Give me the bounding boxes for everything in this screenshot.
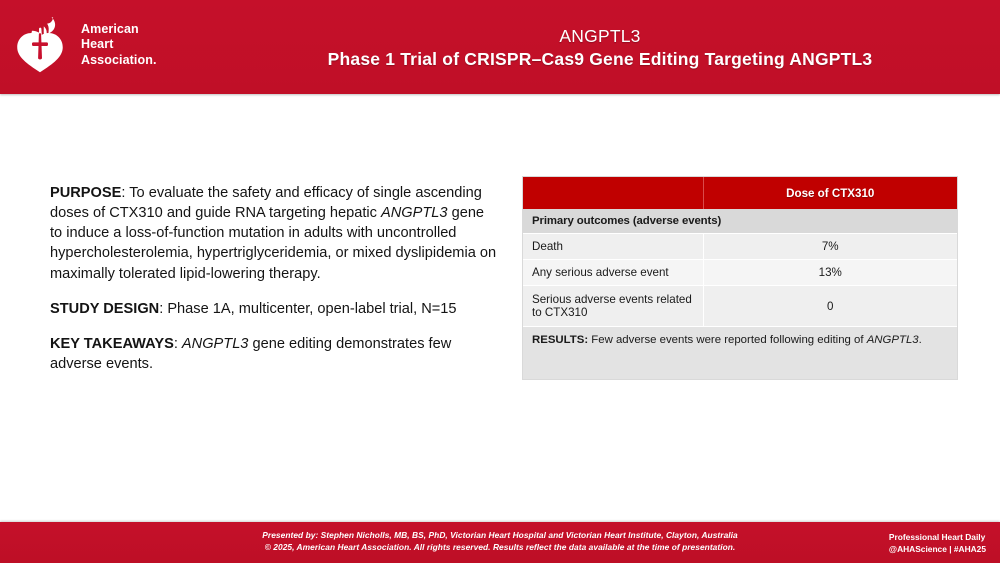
study-design-paragraph: STUDY DESIGN: Phase 1A, multicenter, ope… (50, 299, 498, 319)
results-text-b: . (918, 334, 922, 346)
table-row: Any serious adverse event 13% (523, 259, 957, 286)
row-value-serious-adverse-events-related: 0 (703, 285, 957, 327)
row-label-any-serious-adverse-event: Any serious adverse event (523, 259, 704, 286)
table-row: Serious adverse events related to CTX310… (523, 285, 957, 327)
aha-logo-line-1: American (81, 22, 139, 37)
table-header-col1 (523, 177, 704, 209)
key-takeaways-text: gene editing demonstrates few adverse ev… (50, 335, 452, 372)
table-header-row: Dose of CTX310 (523, 177, 957, 209)
footer-brand-line-1: Professional Heart Daily (888, 532, 986, 542)
purpose-text-a: To evaluate the safety and efficacy of s… (50, 185, 482, 222)
row-label-death: Death (523, 233, 704, 260)
key-takeaways-separator: : (173, 335, 182, 352)
results-label: RESULTS: (532, 334, 589, 346)
key-takeaways-paragraph: KEY TAKEAWAYS: ANGPTL3 gene editing demo… (50, 334, 498, 374)
purpose-label: PURPOSE (50, 185, 122, 201)
header-title-block: ANGPTL3 Phase 1 Trial of CRISPR–Cas9 Gen… (200, 26, 1000, 72)
footer-presented-by: Presented by: Stephen Nicholls, MB, BS, … (262, 530, 738, 540)
table-results-row: RESULTS: Few adverse events were reporte… (523, 326, 957, 353)
purpose-paragraph: PURPOSE: To evaluate the safety and effi… (50, 183, 498, 284)
key-takeaways-label: KEY TAKEAWAYS (50, 335, 174, 352)
study-design-label: STUDY DESIGN (50, 300, 160, 317)
table-row: Death 7% (523, 233, 957, 260)
table-section-row: Primary outcomes (adverse events) (523, 209, 957, 234)
purpose-separator: : (121, 185, 130, 201)
aha-logo-line-3: Association. (81, 52, 157, 67)
results-gene-name: ANGPTL3 (866, 334, 919, 346)
slide-trial-name: ANGPTL3 (559, 26, 641, 46)
purpose-text-b: gene to induce a loss-of-function mutati… (50, 205, 497, 282)
footer-brand-line-2: @AHAScience | #AHA25 (888, 544, 986, 555)
footer-bar: Presented by: Stephen Nicholls, MB, BS, … (0, 522, 1000, 563)
results-cell: RESULTS: Few adverse events were reporte… (523, 326, 957, 353)
study-design-text: Phase 1A, multicenter, open-label trial,… (167, 300, 457, 317)
row-value-any-serious-adverse-event: 13% (703, 259, 957, 286)
footer-attribution: Presented by: Stephen Nicholls, MB, BS, … (180, 529, 820, 553)
row-label-serious-adverse-events-related: Serious adverse events related to CTX310 (523, 285, 704, 327)
key-takeaways-gene-name: ANGPTL3 (181, 335, 249, 352)
table-footer-spacer-cell (523, 353, 957, 379)
results-text-a: Few adverse events were reported followi… (588, 334, 867, 346)
footer-copyright: © 2025, American Heart Association. All … (264, 542, 736, 553)
aha-heart-torch-icon (17, 17, 63, 73)
table-section-label: Primary outcomes (adverse events) (523, 209, 957, 234)
table-footer-spacer (523, 353, 957, 379)
footer-brand: Professional Heart Daily @AHAScience | #… (889, 531, 986, 555)
aha-logo-line-2: Heart (81, 37, 114, 52)
table-header-col2: Dose of CTX310 (703, 177, 957, 209)
study-design-separator: : (159, 300, 168, 317)
outcomes-table: Dose of CTX310 Primary outcomes (adverse… (523, 177, 957, 379)
outcomes-table-container: Dose of CTX310 Primary outcomes (adverse… (522, 176, 958, 380)
slide-title: Phase 1 Trial of CRISPR–Cas9 Gene Editin… (327, 48, 873, 69)
summary-text-column: PURPOSE: To evaluate the safety and effi… (50, 183, 498, 374)
aha-logo-wordmark: American Heart Association. (81, 22, 157, 68)
header-bar: American Heart Association. ANGPTL3 Phas… (0, 0, 1000, 94)
row-value-death: 7% (703, 233, 957, 260)
purpose-gene-name: ANGPTL3 (381, 205, 448, 222)
aha-logo: American Heart Association. (16, 16, 157, 74)
